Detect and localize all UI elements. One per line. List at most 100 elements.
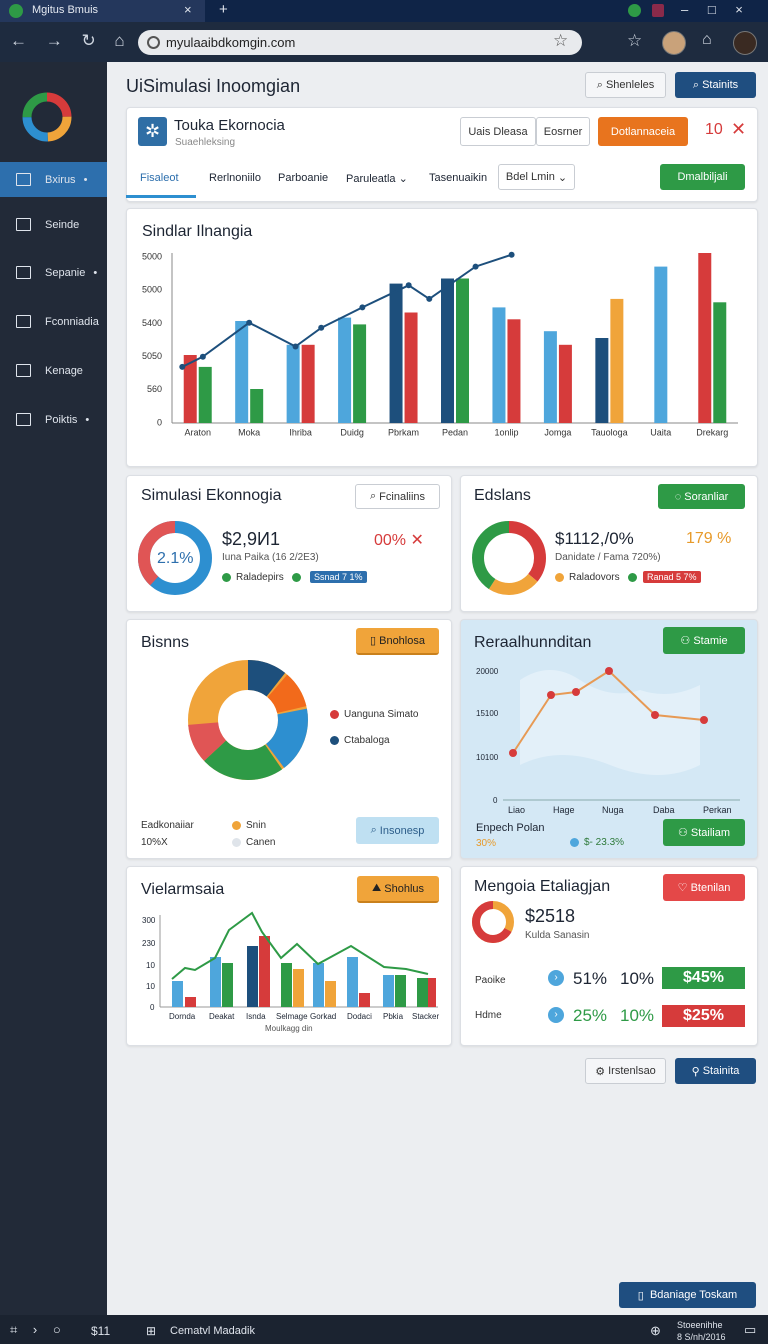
shape: Snin [232, 820, 266, 831]
nav-buttons: ← → ↻ ⌂ [10, 31, 125, 50]
label[interactable]: Soranliar [684, 490, 729, 503]
label[interactable]: Dotlannaceia [598, 117, 688, 146]
label[interactable]: Paruleatla [346, 173, 396, 185]
chart-title: Sindlar Ilnangia [142, 223, 253, 240]
taskbar [0, 1315, 768, 1344]
label-part [232, 820, 241, 830]
label[interactable]: Bdel Lmin [505, 171, 555, 183]
close[interactable]: ✕ [731, 119, 747, 139]
label-part[interactable]: • [85, 413, 90, 426]
label[interactable]: Uais Dleasa [460, 117, 536, 146]
label-part [555, 572, 564, 582]
label[interactable]: Bnohlosa [379, 634, 425, 647]
label-part[interactable]: • [83, 173, 88, 186]
nav-item[interactable]: Fconniadia [0, 304, 107, 339]
button[interactable]: ⌕ Fcinaliins [355, 484, 440, 509]
label: Ctabaloga [344, 735, 390, 746]
button[interactable]: Bdel Lmin ⌄ [498, 164, 575, 190]
nav-item[interactable]: Poiktis • [0, 402, 107, 437]
button[interactable]: ⌕ Stainits [675, 72, 756, 98]
label: 0 [150, 1003, 155, 1012]
new-tab[interactable]: + [219, 1, 228, 18]
label: Daba [653, 805, 675, 815]
label-part[interactable]: • [93, 266, 98, 279]
nav-item[interactable]: Bxirus • [0, 162, 107, 197]
label[interactable]: Sepanie [45, 266, 86, 279]
button[interactable]: ▯ Bnohlosa [356, 628, 439, 655]
label: Liao [508, 805, 526, 815]
button[interactable]: ♡ Btenilan [663, 874, 745, 901]
button[interactable]: ◌ Soranliar [658, 484, 745, 509]
label[interactable]: Bxirus [45, 173, 76, 186]
label: Bisnns [141, 634, 190, 651]
label[interactable]: Fcinaliins [379, 490, 426, 503]
label[interactable]: Stainita [702, 1065, 740, 1077]
label: Stoeenihhe [677, 1320, 723, 1330]
tab [0, 0, 205, 22]
label[interactable]: Stailiam [690, 826, 731, 839]
shape: Raladovors [555, 572, 642, 583]
label: 00% ✕ [374, 532, 424, 549]
label: 230 [142, 939, 156, 948]
label[interactable]: Bdaniage Toskam [649, 1289, 738, 1301]
label: 20000 [476, 667, 499, 676]
label: Raladovors [569, 572, 620, 583]
label[interactable]: Eosrner [536, 117, 590, 146]
button[interactable]: ⚙ Irstenlsao [585, 1058, 666, 1084]
label[interactable]: Shenleles [605, 79, 655, 91]
label: Ranad 5 7% [643, 571, 701, 583]
tab[interactable]: Parboanie [278, 172, 329, 184]
label-part [330, 735, 339, 745]
label: 10 [705, 121, 723, 138]
tab[interactable]: Tasenuaikin [429, 172, 488, 184]
label-part[interactable] [16, 266, 31, 279]
button[interactable]: ⌕ Insonesp [356, 817, 439, 844]
label-part[interactable] [16, 315, 31, 328]
label: Enpech Polan [476, 822, 545, 834]
nav-item[interactable]: Kenage [0, 353, 107, 388]
label-part[interactable] [16, 173, 31, 186]
label: 0 [493, 796, 498, 805]
button[interactable]: ▯ Bdaniage Toskam [619, 1282, 756, 1308]
tab[interactable]: Rerlnoniilo [209, 172, 261, 184]
label-part [222, 572, 231, 582]
label-part[interactable] [16, 364, 31, 377]
label: $11 [91, 1324, 111, 1338]
label: $1112,/0% [555, 529, 634, 548]
label[interactable]: Irstenlsao [608, 1065, 656, 1077]
nav-item[interactable]: Seinde [0, 207, 107, 242]
label: 10 [146, 961, 155, 970]
button[interactable]: ⌕ Shenleles [585, 72, 666, 98]
label[interactable]: Stamie [693, 634, 728, 647]
tab-close[interactable]: × [184, 2, 192, 17]
label: $2518 [525, 906, 576, 926]
button[interactable]: ⚇ Stailiam [663, 819, 745, 846]
button[interactable]: ⚇ Stamie [663, 627, 745, 654]
label: Isnda [246, 1012, 266, 1021]
label[interactable]: Btenilan [690, 881, 731, 894]
ext-icon [652, 4, 664, 17]
label[interactable]: Shohlus [384, 882, 425, 895]
label[interactable]: Kenage [45, 364, 83, 377]
label-part[interactable] [16, 413, 31, 426]
chart-card [126, 208, 758, 467]
label[interactable]: Dmalbiljali [660, 164, 745, 190]
button[interactable]: ⚲ Stainita [675, 1058, 756, 1084]
label: Touka Ekornocia [174, 117, 285, 134]
label: Cematvl Madadik [170, 1325, 255, 1337]
label[interactable]: Insonesp [379, 824, 425, 837]
label[interactable]: Poiktis [45, 413, 78, 426]
tab[interactable]: Paruleatla ⌄ [346, 173, 408, 185]
label[interactable]: Stainits [702, 79, 739, 91]
globe: ⊕ [650, 1323, 661, 1338]
label-part[interactable] [16, 218, 31, 231]
label[interactable]: Fconniadia [45, 315, 99, 328]
tab[interactable]: Fisaleot [140, 172, 179, 184]
button[interactable]: ⛰ Shohlus [357, 876, 439, 903]
label: Moulkagg din [265, 1024, 313, 1033]
label-part [291, 572, 301, 582]
label[interactable]: Seinde [45, 218, 80, 231]
nav-item[interactable]: Sepanie • [0, 255, 107, 290]
bookmark-star[interactable]: ☆ [553, 31, 569, 50]
label: 51% [573, 969, 608, 988]
